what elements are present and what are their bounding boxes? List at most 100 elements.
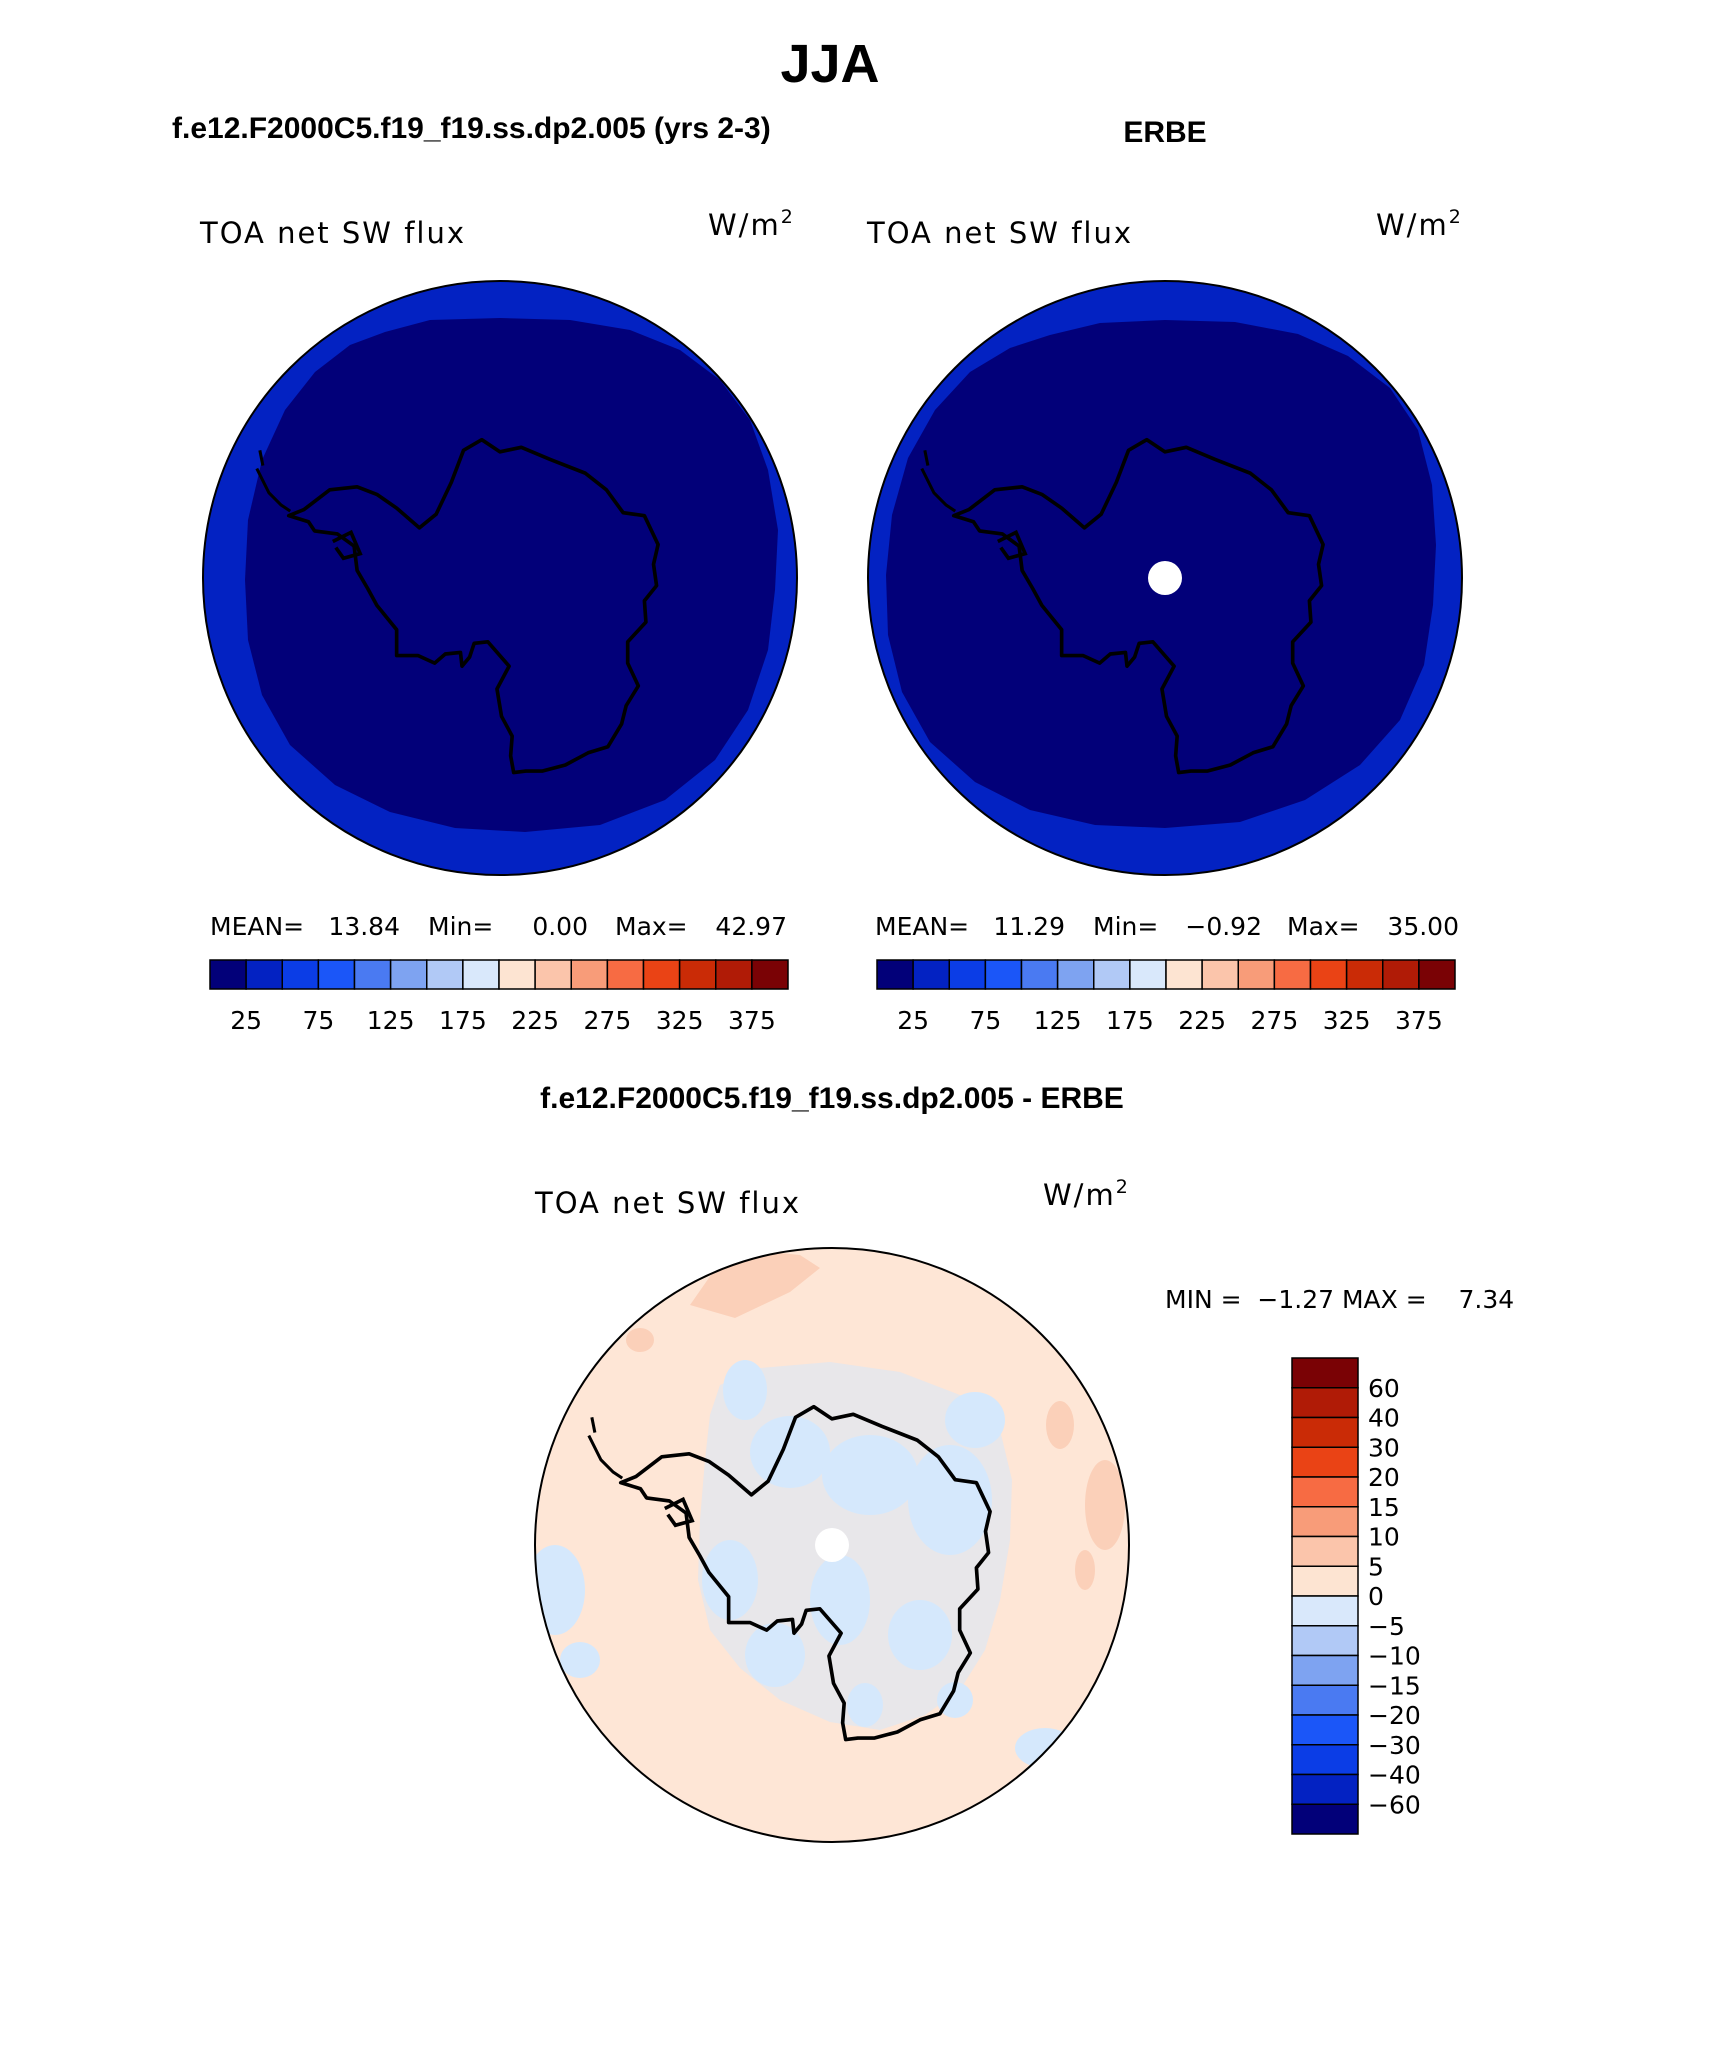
colorbar-diff-tick-label: 10 (1368, 1523, 1400, 1552)
colorbar-obs-swatch (1418, 959, 1456, 990)
panel-obs-globe-outline (867, 280, 1463, 876)
colorbar-model-swatch (245, 959, 283, 990)
panel-diff-positive-patches (626, 1252, 1125, 1590)
colorbar-model-swatch (353, 959, 392, 990)
main-title: JJA (780, 34, 879, 94)
colorbar-model-swatch (317, 959, 356, 990)
panel-obs-variable: TOA net SW flux (866, 216, 1133, 250)
colorbar-obs-tick-label: 325 (1323, 1006, 1371, 1035)
colorbar-model-swatch (426, 959, 464, 990)
colorbar-obs-swatch (1345, 959, 1384, 990)
panel-model-mean: 13.84 (328, 912, 400, 941)
colorbar-obs-swatch (876, 959, 914, 990)
panel-model-mean-label: MEAN= (210, 912, 304, 941)
colorbar-model-tick-label: 125 (367, 1006, 415, 1035)
panel-model-header: f.e12.F2000C5.f19_f19.ss.dp2.005 (yrs 2-… (172, 112, 771, 145)
colorbar-obs-swatch (1201, 959, 1239, 990)
colorbar-model-swatch (606, 959, 645, 990)
colorbar-diff-tick-label: 0 (1368, 1582, 1384, 1611)
colorbar-model: 25 75 125 175 225 275 325 375 (209, 959, 789, 1035)
panel-obs-map (867, 280, 1463, 876)
colorbar-obs-tick-label: 175 (1106, 1006, 1154, 1035)
colorbar-diff-tick-label: 20 (1368, 1463, 1400, 1492)
panel-obs-missing-pole (1148, 561, 1182, 595)
panel-model-min: 0.00 (532, 912, 588, 941)
colorbar-obs-swatch (1129, 959, 1167, 990)
colorbar-diff-tick-label: −10 (1368, 1642, 1421, 1671)
colorbar-obs-swatch (1165, 959, 1203, 990)
colorbar-model-tick-label: 225 (511, 1006, 559, 1035)
colorbar-model-swatch (498, 959, 536, 990)
colorbar-diff-swatch (1291, 1803, 1359, 1835)
colorbar-diff-tick-label: 30 (1368, 1433, 1400, 1462)
colorbar-obs-swatch (1093, 959, 1131, 990)
colorbar-obs: 25 75 125 175 225 275 325 375 (876, 959, 1456, 1035)
colorbar-obs-swatch (1382, 959, 1420, 990)
colorbar-diff-tick-label: −5 (1368, 1612, 1405, 1641)
colorbar-obs-swatch (1237, 959, 1276, 990)
panel-model-max-label: Max= (615, 912, 688, 941)
colorbar-diff-swatch (1291, 1387, 1359, 1419)
panel-diff: f.e12.F2000C5.f19_f19.ss.dp2.005 - ERBE … (534, 1082, 1514, 1843)
colorbar-model-swatch (534, 959, 572, 990)
panel-obs-mean-label: MEAN= (875, 912, 969, 941)
colorbar-obs-swatch (1273, 959, 1312, 990)
colorbar-obs-tick-label: 225 (1178, 1006, 1226, 1035)
colorbar-model-tick-label: 275 (584, 1006, 632, 1035)
colorbar-model-tick-label: 25 (230, 1006, 262, 1035)
panel-obs-max: 35.00 (1387, 912, 1459, 941)
panel-obs-max-label: Max= (1287, 912, 1360, 941)
colorbar-diff-swatch (1291, 1476, 1359, 1508)
panel-obs-min-label: Min= (1093, 912, 1158, 941)
colorbar-obs-tick-label: 275 (1251, 1006, 1299, 1035)
colorbar-diff-tick-label: −20 (1368, 1701, 1421, 1730)
panel-model: f.e12.F2000C5.f19_f19.ss.dp2.005 (yrs 2-… (172, 112, 798, 1035)
colorbar-diff-swatch (1291, 1744, 1359, 1776)
panel-obs-stats: MEAN= 11.29 Min= −0.92 Max= 35.00 (875, 912, 1459, 941)
panel-diff-minmax: MIN = −1.27 MAX = 7.34 (1165, 1285, 1514, 1314)
colorbar-diff-swatch (1291, 1595, 1359, 1627)
panel-diff-missing-pole (815, 1528, 849, 1562)
panel-obs-header: ERBE (1123, 116, 1206, 149)
colorbar-diff-tick-label: 40 (1368, 1404, 1400, 1433)
colorbar-diff-swatch (1291, 1684, 1359, 1716)
colorbar-model-swatch (209, 959, 247, 990)
colorbar-diff-swatch (1291, 1416, 1359, 1448)
panel-diff-negative-patches (535, 1360, 1075, 1768)
colorbar-obs-tick-label: 125 (1034, 1006, 1082, 1035)
colorbar-diff-tick-label: −60 (1368, 1790, 1421, 1819)
colorbar-obs-swatch (984, 959, 1023, 990)
panel-model-min-label: Min= (428, 912, 493, 941)
colorbar-model-swatch (462, 959, 500, 990)
panel-model-interior (245, 318, 778, 832)
colorbar-model-swatch (642, 959, 681, 990)
colorbar-model-swatch (678, 959, 717, 990)
colorbar-diff-swatch (1291, 1654, 1359, 1686)
colorbar-obs-swatch (1056, 959, 1095, 990)
colorbar-diff-swatch (1291, 1446, 1359, 1478)
panel-model-stats: MEAN= 13.84 Min= 0.00 Max= 42.97 (210, 912, 787, 941)
colorbar-model-swatch (389, 959, 428, 990)
colorbar-model-swatch (281, 959, 320, 990)
colorbar-diff-swatch (1291, 1535, 1359, 1567)
panel-model-globe-outline (202, 280, 798, 876)
panel-model-max: 42.97 (715, 912, 787, 941)
panel-diff-variable: TOA net SW flux (534, 1186, 801, 1220)
panel-diff-globe-outline (534, 1247, 1130, 1843)
colorbar-obs-tick-label: 75 (969, 1006, 1001, 1035)
colorbar-model-swatch (751, 959, 789, 990)
colorbar-diff-tick-label: 5 (1368, 1552, 1384, 1581)
panel-obs: ERBE TOA net SW flux W/m2 MEAN= 11.29 Mi… (866, 116, 1463, 1035)
colorbar-diff-swatch (1291, 1773, 1359, 1805)
colorbar-diff-swatch (1291, 1625, 1359, 1657)
panel-diff-header: f.e12.F2000C5.f19_f19.ss.dp2.005 - ERBE (540, 1082, 1124, 1115)
colorbar-model-tick-label: 325 (656, 1006, 704, 1035)
colorbar-obs-swatch (948, 959, 987, 990)
colorbar-model-tick-label: 375 (728, 1006, 776, 1035)
colorbar-diff-swatch (1291, 1357, 1359, 1389)
colorbar-diff-swatch (1291, 1506, 1359, 1538)
panel-obs-min: −0.92 (1185, 912, 1262, 941)
colorbar-obs-swatch (1020, 959, 1059, 990)
